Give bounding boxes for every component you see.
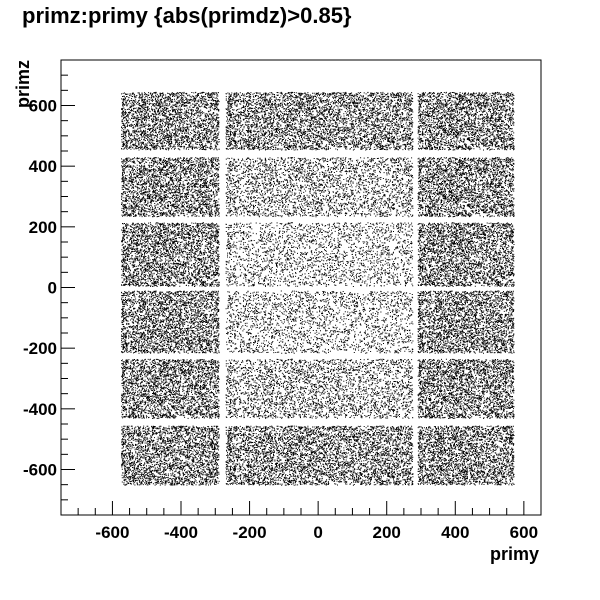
x-tick-label: -600 <box>95 523 129 542</box>
y-tick-label: 200 <box>29 218 57 237</box>
x-tick-label: 200 <box>373 523 401 542</box>
y-axis: -600 -400 -200 0 200 400 600 <box>23 59 75 516</box>
scatter-points <box>121 91 515 486</box>
x-tick-label: 600 <box>510 523 538 542</box>
x-tick-label: 400 <box>441 523 469 542</box>
y-axis-label: primz <box>13 60 33 108</box>
y-tick-label: 400 <box>29 157 57 176</box>
x-axis-label: primy <box>490 544 539 564</box>
x-tick-label: -400 <box>164 523 198 542</box>
y-tick-label: -200 <box>23 339 57 358</box>
y-tick-label: 600 <box>29 97 57 116</box>
chart-title: primz:primy {abs(primdz)>0.85} <box>22 3 352 28</box>
x-tick-label: -200 <box>233 523 267 542</box>
scatter-point-cloud <box>121 91 515 486</box>
x-axis: -600 -400 -200 0 200 400 600 <box>77 501 542 542</box>
x-tick-label: 0 <box>313 523 322 542</box>
y-tick-label: -600 <box>23 461 57 480</box>
y-tick-label: 0 <box>48 279 57 298</box>
y-tick-label: -400 <box>23 400 57 419</box>
